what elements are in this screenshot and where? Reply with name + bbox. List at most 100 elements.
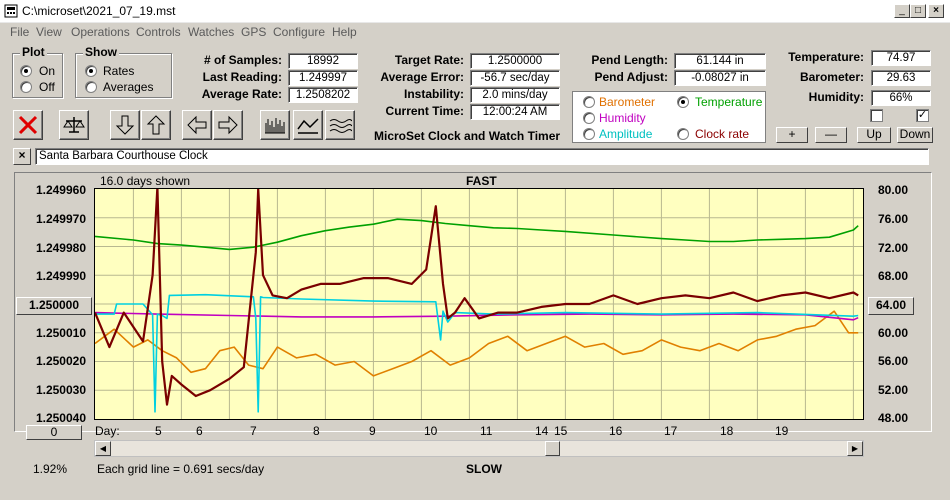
samples-label: # of Samples: — [203, 53, 282, 67]
chart-panel — [14, 172, 932, 432]
y-right-center-button[interactable]: 64.00 — [868, 297, 914, 315]
wave-chart-button[interactable] — [325, 110, 355, 140]
scroll-thumb[interactable] — [545, 441, 560, 456]
barometer-option-label: Barometer — [599, 95, 656, 109]
y-right-tick: 68.00 — [877, 269, 908, 283]
arrow-right-button[interactable] — [213, 110, 243, 140]
bar-chart-button[interactable] — [260, 110, 290, 140]
target-rate-label: Target Rate: — [394, 53, 464, 67]
series-line-barometer — [95, 310, 859, 377]
y-left-tick: 1.250010 — [35, 326, 86, 340]
pend-length-field[interactable]: 61.144 in — [674, 53, 766, 69]
y-right-tick: 56.00 — [877, 354, 908, 368]
plot-area — [94, 188, 864, 420]
instability-field: 2.0 mins/day — [470, 87, 560, 103]
title-bar: C:\microset\2021_07_19.mst _ □ × — [0, 0, 950, 23]
scroll-right-button[interactable]: ▶ — [847, 441, 863, 456]
y-left-tick: 1.250040 — [35, 411, 86, 425]
temperature-radio[interactable] — [677, 96, 689, 108]
show-group — [75, 53, 172, 98]
y-right-tick: 52.00 — [877, 383, 908, 397]
slow-label: SLOW — [466, 462, 502, 476]
y-left-tick: 1.250020 — [35, 354, 86, 368]
humidity-radio[interactable] — [583, 112, 595, 124]
arrow-left-button[interactable] — [182, 110, 212, 140]
day-tick: 14 — [535, 424, 549, 438]
series-select-box: Barometer Temperature Humidity Amplitude… — [572, 91, 766, 143]
plot-on-radio[interactable] — [20, 65, 32, 77]
target-rate-field[interactable]: 1.2500000 — [470, 53, 560, 69]
clock-rate-radio[interactable] — [677, 128, 689, 140]
pend-adjust-label: Pend Adjust: — [594, 70, 668, 84]
line-chart-button[interactable] — [293, 110, 323, 140]
horizontal-scrollbar[interactable]: ◀ ▶ — [94, 440, 864, 457]
day-tick: 18 — [720, 424, 734, 438]
menu-file[interactable]: File — [10, 25, 30, 39]
scroll-percent: 1.92% — [33, 462, 68, 476]
y-right-tick: 48.00 — [877, 411, 908, 425]
close-window-button[interactable]: × — [928, 4, 944, 18]
clock-name-field[interactable]: Santa Barbara Courthouse Clock — [35, 148, 929, 165]
clear-clock-name-button[interactable]: × — [13, 148, 31, 165]
option-checkbox-1[interactable] — [870, 109, 883, 122]
down-button[interactable]: Down — [897, 127, 933, 143]
amplitude-option-label: Amplitude — [599, 127, 653, 141]
plot-off-label: Off — [39, 80, 55, 94]
plot-group-legend: Plot — [20, 45, 47, 59]
day-tick: 17 — [664, 424, 678, 438]
arrow-up-button[interactable] — [141, 110, 171, 140]
y-left-tick: 1.249970 — [35, 212, 86, 226]
current-time-field: 12:00:24 AM — [470, 104, 560, 120]
menu-gps[interactable]: GPS — [241, 25, 267, 39]
minus-button[interactable]: — — [815, 127, 847, 143]
balance-button[interactable] — [59, 110, 89, 140]
show-averages-radio[interactable] — [85, 81, 97, 93]
zero-button[interactable]: 0 — [26, 425, 82, 440]
day-tick: 5 — [155, 424, 162, 438]
arrow-right-icon — [218, 115, 238, 135]
delete-button[interactable] — [13, 110, 43, 140]
temperature-label: Temperature: — [788, 50, 864, 64]
menu-configure[interactable]: Configure — [273, 25, 326, 39]
y-right-tick: 60.00 — [877, 326, 908, 340]
balance-scale-icon — [63, 117, 85, 133]
plus-button[interactable]: + — [776, 127, 808, 143]
grid-note: Each grid line = 0.691 secs/day — [97, 462, 265, 476]
day-tick: 7 — [250, 424, 257, 438]
day-tick: 16 — [609, 424, 623, 438]
barometer-radio[interactable] — [583, 96, 595, 108]
menu-controls[interactable]: Controls — [136, 25, 181, 39]
y-left-tick: 1.250030 — [35, 383, 86, 397]
show-rates-label: Rates — [103, 64, 135, 78]
option-checkbox-2[interactable]: ✓ — [916, 109, 929, 122]
day-axis-label: Day: — [95, 424, 120, 438]
wave-chart-icon — [329, 119, 352, 133]
y-left-center-button[interactable]: 1.250000 — [16, 297, 92, 315]
up-button[interactable]: Up — [857, 127, 891, 143]
line-chart-icon — [297, 118, 319, 134]
temperature-option-label: Temperature — [695, 95, 763, 109]
arrow-left-icon — [187, 115, 207, 135]
average-rate-field: 1.2508202 — [288, 87, 358, 103]
menu-operations[interactable]: Operations — [71, 25, 130, 39]
day-tick: 8 — [313, 424, 320, 438]
days-shown-label: 16.0 days shown — [100, 174, 191, 188]
menu-help[interactable]: Help — [332, 25, 357, 39]
series-line-temperature — [95, 218, 859, 251]
scroll-left-button[interactable]: ◀ — [95, 441, 111, 456]
show-group-legend: Show — [83, 45, 119, 59]
plot-on-label: On — [39, 64, 56, 78]
minimize-button[interactable]: _ — [894, 4, 910, 18]
maximize-button[interactable]: □ — [910, 4, 926, 18]
arrow-down-button[interactable] — [110, 110, 140, 140]
show-rates-radio[interactable] — [85, 65, 97, 77]
amplitude-radio[interactable] — [583, 128, 595, 140]
day-tick: 19 — [775, 424, 789, 438]
humidity-field: 66% — [871, 90, 931, 106]
y-right-tick: 76.00 — [877, 212, 908, 226]
menu-view[interactable]: View — [36, 25, 62, 39]
arrow-up-icon — [146, 115, 166, 135]
arrow-down-icon — [115, 115, 135, 135]
plot-off-radio[interactable] — [20, 81, 32, 93]
menu-watches[interactable]: Watches — [188, 25, 235, 39]
